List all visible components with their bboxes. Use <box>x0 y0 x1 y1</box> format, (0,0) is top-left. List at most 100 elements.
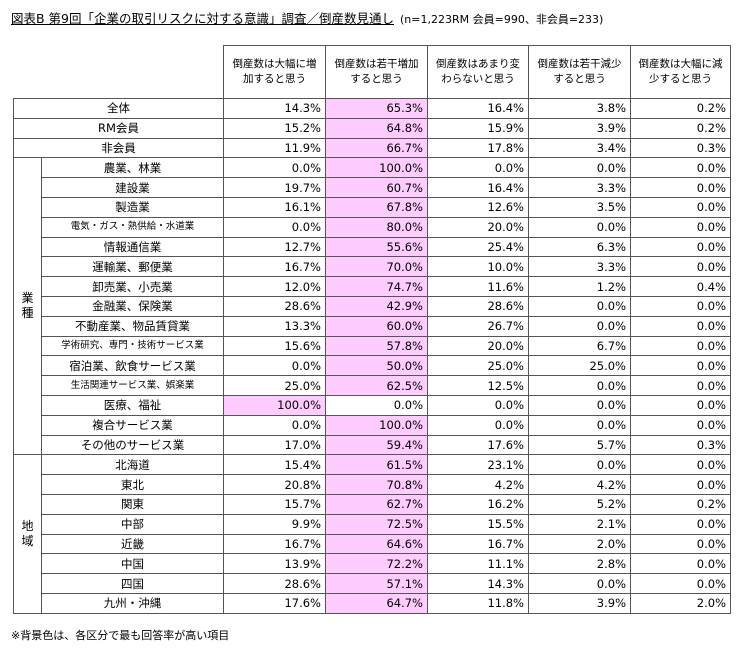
value-cell: 66.7% <box>325 137 428 159</box>
table-row: 生活関連サービス業、娯楽業 25.0% 62.5% 12.5% 0.0% 0.0% <box>14 375 731 396</box>
value-cell: 17.6% <box>427 434 529 456</box>
value-cell: 0.0% <box>223 414 326 436</box>
value-cell: 57.1% <box>325 573 428 594</box>
value-cell: 62.7% <box>325 493 428 515</box>
value-cell: 6.3% <box>528 236 631 258</box>
row-label: 学術研究、専門・技術サービス業 <box>41 335 224 357</box>
row-label: 非会員 <box>13 137 224 159</box>
value-cell: 0.0% <box>528 295 631 317</box>
table-row: 宿泊業、飲食サービス業 0.0% 50.0% 25.0% 25.0% 0.0% <box>14 355 731 377</box>
value-cell: 0.0% <box>528 315 631 337</box>
value-cell: 3.3% <box>528 256 631 278</box>
table-row: 不動産業、物品賃貸業 13.3% 60.0% 26.7% 0.0% 0.0% <box>14 315 731 337</box>
footnote: ※背景色は、各区分で最も回答率が高い項目 <box>11 629 230 642</box>
value-cell: 3.8% <box>528 98 631 119</box>
table-row: 業種 農業、林業 0.0% 100.0% 0.0% 0.0% 0.0% <box>13 157 731 456</box>
value-cell: 28.6% <box>223 573 326 594</box>
table-row: 中国 13.9% 72.2% 11.1% 2.8% 0.0% <box>14 553 731 575</box>
value-cell: 61.5% <box>325 454 428 476</box>
value-cell: 0.3% <box>630 137 731 159</box>
row-label: 運輸業、郵便業 <box>41 256 224 278</box>
value-cell: 0.0% <box>630 414 731 436</box>
value-cell: 9.9% <box>223 513 326 535</box>
table-row: 地域 北海道 15.4% 61.5% 23.1% 0.0% 0.0% <box>13 454 731 614</box>
table-row: 東北 20.8% 70.8% 4.2% 4.2% 0.0% <box>14 474 731 495</box>
value-cell: 2.1% <box>528 513 631 535</box>
row-label: 複合サービス業 <box>41 414 224 436</box>
table-row: 情報通信業 12.7% 55.6% 25.4% 6.3% 0.0% <box>14 236 731 258</box>
value-cell: 15.6% <box>223 335 326 357</box>
value-cell: 100.0% <box>325 157 428 179</box>
value-cell: 0.0% <box>630 236 731 258</box>
row-label: 九州・沖縄 <box>41 592 224 614</box>
value-cell: 70.8% <box>325 474 428 495</box>
value-cell: 11.1% <box>427 553 529 575</box>
value-cell: 0.0% <box>630 335 731 357</box>
value-cell: 0.0% <box>630 513 731 535</box>
row-label: 中国 <box>41 553 224 575</box>
figure-title: 図表B 第9回「企業の取引リスクに対する意識」調査／倒産数見通し (n=1,223… <box>11 8 603 27</box>
value-cell: 12.7% <box>223 236 326 258</box>
value-cell: 0.0% <box>528 414 631 436</box>
figure-title-main: 図表B 第9回「企業の取引リスクに対する意識」調査／倒産数見通し <box>11 11 395 26</box>
value-cell: 25.0% <box>528 355 631 377</box>
value-cell: 0.0% <box>630 553 731 575</box>
value-cell: 0.3% <box>630 434 731 456</box>
table-row: 製造業 16.1% 67.8% 12.6% 3.5% 0.0% <box>14 196 731 218</box>
table-row: 全体 14.3% 65.3% 16.4% 3.8% 0.2% <box>13 98 731 119</box>
value-cell: 12.0% <box>223 276 326 297</box>
row-label: 建設業 <box>41 177 224 198</box>
value-cell: 11.6% <box>427 276 529 297</box>
column-header: 倒産数は若干減少すると思う <box>528 45 631 99</box>
table-header-row: 倒産数は大幅に増加すると思う 倒産数は若干増加すると思う 倒産数はあまり変わらな… <box>14 45 731 99</box>
value-cell: 0.0% <box>630 474 731 495</box>
table-row: 卸売業、小売業 12.0% 74.7% 11.6% 1.2% 0.4% <box>14 276 731 297</box>
value-cell: 26.7% <box>427 315 529 337</box>
value-cell: 23.1% <box>427 454 529 476</box>
value-cell: 16.4% <box>427 98 529 119</box>
value-cell: 0.0% <box>427 157 529 179</box>
value-cell: 14.3% <box>427 573 529 594</box>
row-label: 北海道 <box>41 454 224 476</box>
value-cell: 0.0% <box>427 394 529 416</box>
row-label: 卸売業、小売業 <box>41 276 224 297</box>
value-cell: 50.0% <box>325 355 428 377</box>
value-cell: 3.5% <box>528 196 631 218</box>
value-cell: 13.3% <box>223 315 326 337</box>
value-cell: 55.6% <box>325 236 428 258</box>
value-cell: 20.8% <box>223 474 326 495</box>
value-cell: 0.0% <box>528 216 631 238</box>
value-cell: 0.2% <box>630 98 731 119</box>
value-cell: 0.0% <box>630 394 731 416</box>
value-cell: 72.5% <box>325 513 428 535</box>
value-cell: 15.4% <box>223 454 326 476</box>
row-label: 製造業 <box>41 196 224 218</box>
value-cell: 57.8% <box>325 335 428 357</box>
value-cell: 16.1% <box>223 196 326 218</box>
value-cell: 13.9% <box>223 553 326 575</box>
value-cell: 65.3% <box>325 98 428 119</box>
value-cell: 0.0% <box>630 157 731 179</box>
value-cell: 11.8% <box>427 592 529 614</box>
row-label: 情報通信業 <box>41 236 224 258</box>
value-cell: 16.4% <box>427 177 529 198</box>
value-cell: 12.5% <box>427 375 529 396</box>
row-label: 医療、福祉 <box>41 394 224 416</box>
row-label: 不動産業、物品賃貸業 <box>41 315 224 337</box>
value-cell: 2.0% <box>630 592 731 614</box>
value-cell: 10.0% <box>427 256 529 278</box>
row-label: 宿泊業、飲食サービス業 <box>41 355 224 377</box>
figure-sample-size: (n=1,223RM 会員=990、非会員=233) <box>400 13 604 26</box>
value-cell: 0.0% <box>528 375 631 396</box>
value-cell: 62.5% <box>325 375 428 396</box>
value-cell: 0.0% <box>223 216 326 238</box>
value-cell: 3.9% <box>528 592 631 614</box>
value-cell: 4.2% <box>528 474 631 495</box>
value-cell: 5.2% <box>528 493 631 515</box>
column-header: 倒産数は大幅に増加すると思う <box>223 45 326 99</box>
value-cell: 0.2% <box>630 493 731 515</box>
value-cell: 0.0% <box>630 454 731 476</box>
value-cell: 0.0% <box>630 295 731 317</box>
value-cell: 16.7% <box>223 533 326 555</box>
value-cell: 100.0% <box>325 414 428 436</box>
